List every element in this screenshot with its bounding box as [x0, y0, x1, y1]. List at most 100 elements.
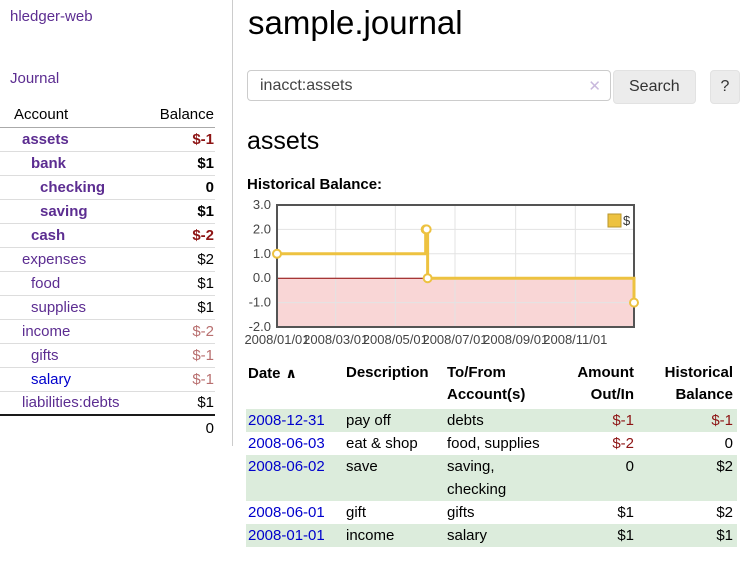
transaction-date-link[interactable]: 2008-12-31: [248, 412, 325, 429]
account-row: bank $1: [0, 151, 215, 175]
account-link[interactable]: gifts: [31, 346, 59, 364]
transaction-row: 2008-06-01 gift gifts $1 $2: [246, 501, 737, 524]
account-balance: $-1: [192, 370, 214, 388]
account-balance: $1: [197, 394, 214, 412]
account-link[interactable]: salary: [31, 370, 72, 388]
x-axis-tick-label: 2008/07/01: [422, 332, 487, 347]
transaction-date-cell: 2008-06-03: [246, 432, 344, 455]
account-link[interactable]: expenses: [22, 250, 87, 268]
account-name-cell: expenses: [0, 247, 147, 271]
transaction-balance: $2: [716, 504, 733, 521]
sidebar-item-journal[interactable]: Journal: [10, 70, 60, 87]
transaction-description: save: [346, 458, 378, 475]
clear-search-icon[interactable]: ✕: [588, 78, 601, 95]
transaction-amount: $-2: [612, 435, 634, 452]
account-link[interactable]: saving: [40, 202, 88, 220]
brand-link[interactable]: hledger-web: [10, 8, 93, 25]
y-axis-tick-label: -1.0: [249, 295, 271, 310]
account-row: assets $-1: [0, 127, 215, 151]
account-link[interactable]: food: [31, 274, 61, 292]
account-row: liabilities:debts $1: [0, 391, 215, 415]
accounts-header-balance: Balance: [146, 103, 215, 128]
transaction-description: gift: [346, 504, 367, 521]
transaction-accounts: debts: [447, 412, 484, 429]
account-name-cell: income: [0, 319, 147, 343]
x-axis-tick-label: 2008/09/01: [483, 332, 548, 347]
transaction-accounts: saving, checking: [447, 458, 507, 498]
y-axis-tick-label: 1.0: [253, 246, 271, 261]
transaction-balance: $2: [716, 458, 733, 475]
transaction-date-cell: 2008-06-01: [246, 501, 344, 524]
data-point-marker: [272, 248, 282, 259]
transaction-row: 2008-12-31 pay off debts $-1 $-1: [246, 409, 737, 432]
y-axis-tick-label: 2.0: [253, 221, 271, 236]
account-balance: $1: [197, 274, 214, 292]
account-balance: $-1: [192, 346, 214, 364]
transaction-date-link[interactable]: 2008-01-01: [248, 527, 325, 544]
account-row: salary $-1: [0, 367, 215, 391]
transaction-date-link[interactable]: 2008-06-01: [248, 504, 325, 521]
transaction-description: pay off: [346, 412, 391, 429]
account-name-cell: liabilities:debts: [0, 391, 147, 415]
account-balance: $2: [197, 250, 214, 268]
transaction-amount: $-1: [612, 412, 634, 429]
account-link[interactable]: cash: [31, 226, 66, 244]
transaction-date-cell: 2008-12-31: [246, 409, 344, 432]
transaction-row: 2008-06-03 eat & shop food, supplies $-2 0: [246, 432, 737, 455]
account-row: gifts $-1: [0, 343, 215, 367]
register-header-amount: Amount Out/In: [577, 364, 634, 403]
register-header-accounts: To/From Account(s): [447, 364, 526, 403]
transaction-date-link[interactable]: 2008-06-02: [248, 458, 325, 475]
account-link[interactable]: checking: [40, 178, 106, 196]
account-name-cell: gifts: [0, 343, 147, 367]
plot-border: [276, 204, 635, 328]
transaction-date-link[interactable]: 2008-06-03: [248, 435, 325, 452]
transaction-date-cell: 2008-01-01: [246, 524, 344, 547]
page-title: sample.journal: [248, 4, 463, 41]
sort-asc-icon[interactable]: ∧: [285, 365, 297, 381]
account-name-cell: checking: [0, 175, 147, 199]
transaction-balance: $-1: [711, 412, 733, 429]
data-point-marker: [422, 273, 433, 284]
account-balance: $-2: [192, 322, 214, 340]
accounts-header-row: Account Balance: [0, 103, 215, 128]
data-point-marker: [421, 224, 432, 235]
account-row: supplies $1: [0, 295, 215, 319]
register-header-balance: Historical Balance: [664, 364, 733, 403]
transaction-row: 2008-06-02 save saving, checking 0 $2: [246, 455, 737, 501]
y-axis-tick-label: 3.0: [253, 199, 271, 212]
accounts-total-row: 0: [0, 414, 215, 440]
account-link[interactable]: assets: [22, 130, 69, 148]
register-table: Date ∧ Description To/From Account(s) Amo…: [246, 362, 737, 547]
historical-balance-chart: $3.0 2.0 1.0 0.0 -1.0 -2.02008/01/012008/03/0…: [244, 199, 639, 347]
help-button[interactable]: ?: [710, 70, 740, 104]
account-name-cell: cash: [0, 223, 147, 247]
account-link[interactable]: liabilities:debts: [22, 394, 120, 412]
transaction-accounts: salary: [447, 527, 488, 544]
x-axis-tick-label: 2008/03/01: [303, 332, 368, 347]
sidebar: hledger-web Journal Account Balance asse…: [0, 0, 233, 446]
legend-label: $: [623, 213, 631, 228]
account-row: food $1: [0, 271, 215, 295]
transaction-amount: $1: [617, 527, 634, 544]
account-name-cell: assets: [0, 127, 147, 151]
x-axis-tick-label: 2008/05/01: [363, 332, 428, 347]
account-link[interactable]: bank: [31, 154, 67, 172]
legend-swatch: [607, 213, 622, 228]
account-row: income $-2: [0, 319, 215, 343]
transaction-accounts: gifts: [447, 504, 475, 521]
account-name-cell: food: [0, 271, 147, 295]
register-header-date[interactable]: Date ∧: [248, 365, 297, 382]
transaction-balance: 0: [724, 435, 733, 452]
search-button[interactable]: Search: [613, 70, 696, 104]
account-balance: $1: [197, 298, 214, 316]
search-input[interactable]: [247, 70, 611, 101]
y-axis-tick-label: 0.0: [253, 270, 271, 285]
account-link[interactable]: income: [22, 322, 71, 340]
transaction-date-cell: 2008-06-02: [246, 455, 344, 501]
transaction-accounts: food, supplies: [447, 435, 540, 452]
accounts-header-account: Account: [0, 103, 147, 128]
account-link[interactable]: supplies: [31, 298, 87, 316]
account-row: saving $1: [0, 199, 215, 223]
